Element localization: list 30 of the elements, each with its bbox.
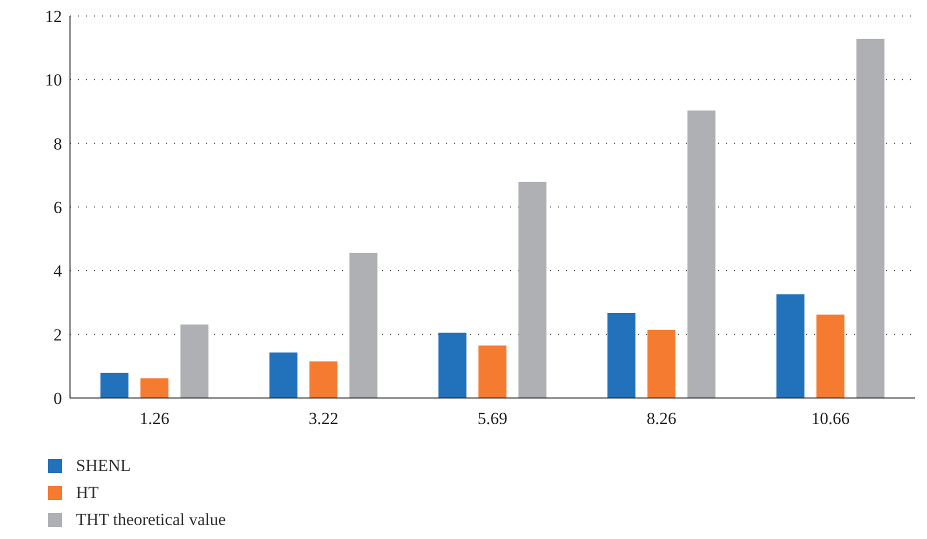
bar xyxy=(776,294,804,398)
bar xyxy=(438,332,466,398)
y-tick-label: 0 xyxy=(54,389,62,408)
bar xyxy=(607,313,636,398)
y-tick-label: 8 xyxy=(54,134,62,154)
x-tick-label: 8.26 xyxy=(646,409,676,428)
y-tick-label: 4 xyxy=(54,262,62,281)
bar xyxy=(269,352,298,398)
bar xyxy=(309,361,338,398)
y-tick-label: 6 xyxy=(54,198,62,218)
y-tick-label: 10 xyxy=(45,70,62,90)
bar xyxy=(349,252,378,398)
x-tick-label: 3.22 xyxy=(308,409,338,428)
y-tick-label: 2 xyxy=(54,325,62,344)
legend-label: SHENL xyxy=(76,456,131,476)
bar xyxy=(687,110,716,398)
y-tick-label: 12 xyxy=(45,7,62,26)
bar xyxy=(100,372,128,398)
x-tick-label: 10.66 xyxy=(811,409,850,428)
x-tick-label: 5.69 xyxy=(478,409,508,428)
x-tick-label: 1.26 xyxy=(140,409,170,428)
bar xyxy=(647,330,676,398)
bar xyxy=(518,182,546,398)
legend-label: THT theoretical value xyxy=(76,510,226,530)
bar xyxy=(816,314,844,398)
legend-label: HT xyxy=(76,482,99,502)
bar xyxy=(856,38,884,398)
bar xyxy=(478,345,506,398)
bar xyxy=(140,378,168,398)
bar xyxy=(180,324,208,398)
